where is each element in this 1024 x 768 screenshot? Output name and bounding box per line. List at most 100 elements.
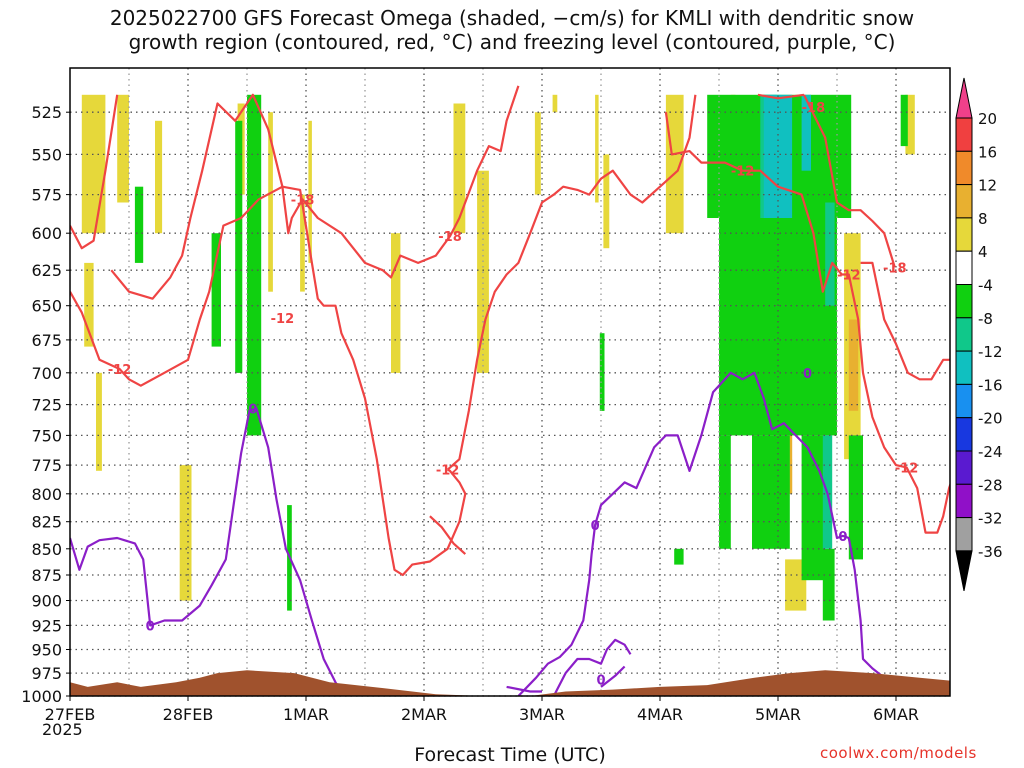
- contour-label: 0: [803, 367, 812, 382]
- colorbar-label: 20: [978, 110, 997, 128]
- terrain: [70, 670, 950, 696]
- contour-label: 0: [591, 519, 600, 534]
- omega-patch: [822, 548, 835, 621]
- y-tick-label: 525: [31, 103, 62, 122]
- omega-patch: [534, 112, 541, 195]
- omega-patch: [155, 120, 163, 234]
- contour-label: 0: [146, 619, 155, 634]
- omega-patch: [211, 233, 221, 347]
- colorbar-bin: [955, 383, 973, 419]
- omega-patch: [785, 559, 807, 611]
- colorbar-bin: [955, 150, 973, 186]
- x-tick-label: 5MAR: [755, 705, 801, 724]
- colorbar-label: -20: [978, 410, 1003, 428]
- omega-patch: [300, 194, 305, 292]
- contour-label: -12: [731, 165, 755, 180]
- y-tick-label: 575: [31, 186, 62, 205]
- contour-label: -18: [883, 261, 907, 276]
- contour-label: -12: [271, 312, 295, 327]
- y-tick-label: 925: [31, 616, 62, 635]
- omega-shading: [81, 94, 915, 621]
- contour-label: -18: [291, 193, 315, 208]
- omega-patch: [595, 94, 599, 203]
- title-line-1: 2025022700 GFS Forecast Omega (shaded, −…: [109, 6, 915, 30]
- y-tick-label: 725: [31, 396, 62, 415]
- colorbar-bin: [955, 450, 973, 485]
- y-tick-label: 1000: [21, 687, 62, 706]
- contour-label: -12: [436, 464, 460, 479]
- colorbar-label: 8: [978, 210, 988, 228]
- contour-labels: -18 -18 -18 -18 -12 -12 -12 -12 -12 -12 0 0 0 0 0 0: [108, 101, 919, 689]
- y-tick-label: 550: [31, 145, 62, 164]
- y-tick-label: 750: [31, 426, 62, 445]
- y-tick-label: 875: [31, 566, 62, 585]
- dgz-contour: [803, 94, 896, 268]
- omega-patch: [84, 262, 94, 347]
- colorbar-bin: [955, 117, 973, 152]
- contour-label: -12: [895, 461, 919, 476]
- omega-patch: [134, 186, 144, 263]
- omega-patch: [117, 94, 129, 203]
- colorbar-bin: [955, 284, 973, 319]
- y-tick-label: 800: [31, 485, 62, 504]
- dgz-contour: [429, 515, 467, 555]
- y-tick-label: 775: [31, 456, 62, 475]
- omega-patch: [752, 435, 790, 549]
- colorbar-label: -12: [978, 343, 1003, 361]
- colorbar-bin: [955, 250, 973, 285]
- colorbar-label: -4: [978, 277, 993, 295]
- credit-link[interactable]: coolwx.com/models: [820, 744, 977, 762]
- y-tick-label: 950: [31, 641, 62, 660]
- omega-patch: [801, 94, 811, 171]
- colorbar-label: -36: [978, 543, 1003, 561]
- freezing-level-contour: [517, 371, 909, 696]
- colorbar-label: 12: [978, 177, 997, 195]
- omega-patch: [848, 435, 863, 560]
- omega-patch: [96, 372, 102, 471]
- y-tick-label: 600: [31, 224, 62, 243]
- y-tick-label: 850: [31, 540, 62, 559]
- omega-patch: [391, 233, 401, 373]
- y-tick-label: 625: [31, 261, 62, 280]
- dgz-contour: [860, 261, 950, 381]
- omega-patch: [81, 94, 106, 234]
- x-tick-label: 6MAR: [873, 705, 919, 724]
- colorbar-bin: [955, 417, 973, 452]
- y-tick-label: 675: [31, 331, 62, 350]
- x-tick-label: 4MAR: [637, 705, 683, 724]
- contour-label: -18: [438, 230, 462, 245]
- y-axis: 525 550 575 600 625 650 675 700 725 750 775 800 825 8…: [21, 103, 70, 706]
- freezing-level-contour: [506, 685, 542, 693]
- contour-label: -18: [802, 101, 826, 116]
- colorbar-bin: [955, 184, 973, 219]
- title-line-2: growth region (contoured, red, °C) and f…: [128, 30, 896, 54]
- dgz-contour: [446, 94, 697, 471]
- x-tick-label: 1MAR: [283, 705, 329, 724]
- plot-frame: [69, 67, 951, 697]
- omega-patch: [825, 202, 835, 306]
- dgz-contour: [70, 94, 119, 250]
- omega-patch: [268, 112, 273, 292]
- contour-label: 0: [248, 402, 257, 417]
- colorbar-label: -28: [978, 476, 1003, 494]
- dgz-contour: [110, 85, 520, 300]
- x-tick-label: 3MAR: [519, 705, 565, 724]
- y-tick-label: 650: [31, 297, 62, 316]
- omega-patch: [599, 333, 605, 411]
- colorbar-top-arrow: [955, 77, 973, 119]
- omega-patch: [665, 94, 684, 234]
- omega-patch: [235, 120, 243, 373]
- colorbar-bin: [955, 217, 973, 252]
- x-axis: 27FEB 28FEB 1MAR 2MAR 3MAR 4MAR 5MAR 6MAR: [45, 696, 919, 724]
- omega-patch: [308, 120, 312, 263]
- colorbar-label: 16: [978, 143, 997, 161]
- y-tick-label: 900: [31, 592, 62, 611]
- omega-patch: [552, 94, 558, 113]
- terrain-fill: [70, 670, 950, 696]
- contour-label: -12: [837, 269, 861, 284]
- omega-patch: [848, 319, 859, 411]
- colorbar-label: -32: [978, 510, 1003, 528]
- y-tick-label: 700: [31, 364, 62, 383]
- colorbar-label: -8: [978, 310, 993, 328]
